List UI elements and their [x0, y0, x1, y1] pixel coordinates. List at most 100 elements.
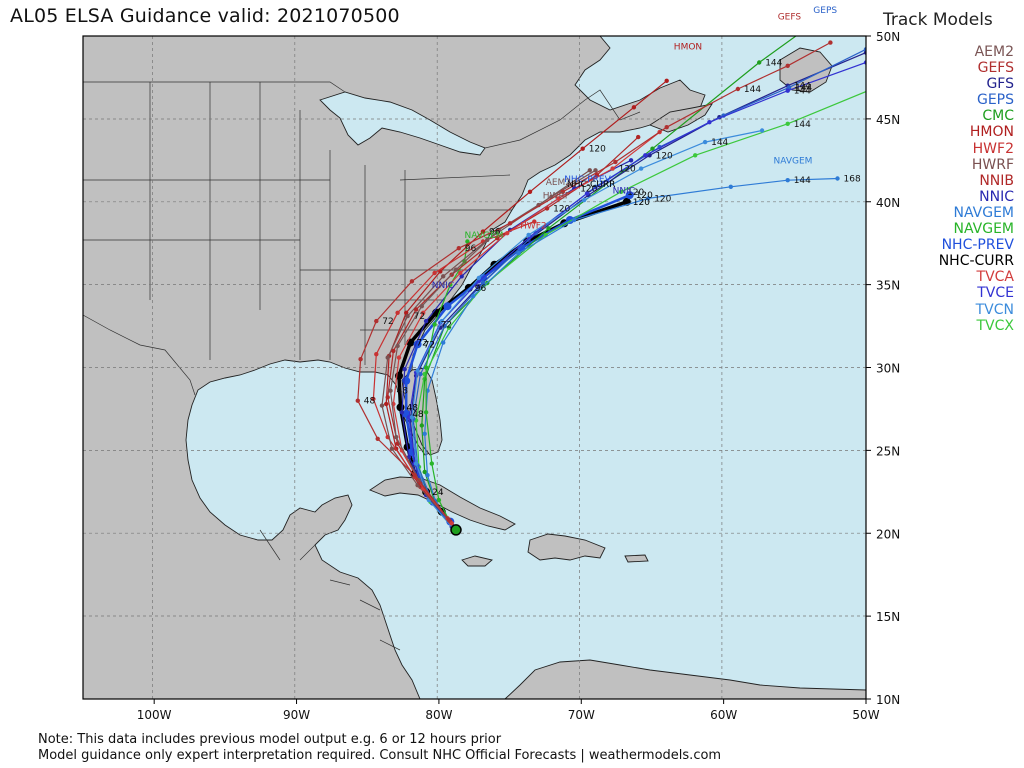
note-line-1: Note: This data includes previous model …	[38, 732, 502, 747]
track-point	[785, 178, 790, 183]
track-point	[405, 313, 410, 319]
legend-item: NHC-CURR	[938, 253, 1014, 270]
forecast-hour-label: 96	[489, 228, 501, 238]
track-point	[516, 250, 521, 256]
forecast-hour-label: 48	[364, 397, 376, 407]
forecast-hour-label: 168	[872, 59, 889, 69]
forecast-hour-label: 144	[794, 87, 811, 97]
us-canada-border	[83, 81, 641, 149]
track-point	[425, 473, 430, 478]
legend-item: NNIC	[979, 188, 1014, 205]
track-point	[527, 189, 533, 194]
track-point	[476, 275, 481, 281]
forecast-hour-label: 48	[412, 410, 424, 420]
track-point	[355, 398, 360, 403]
track-point	[480, 229, 486, 234]
forecast-hour-label: 144	[765, 59, 782, 69]
forecast-hour-label: 48	[407, 403, 419, 413]
model-name-label: NNIC	[613, 187, 635, 197]
track-point	[413, 461, 419, 466]
longitude-axis: 100W 90W 80W 70W 60W 50W	[137, 699, 880, 722]
track-aem2	[389, 169, 596, 521]
legend-item: HWRF	[971, 156, 1014, 173]
track-point	[415, 368, 420, 373]
track-point	[395, 310, 400, 315]
track-point	[587, 168, 592, 173]
model-name-label: HWRF	[543, 191, 570, 201]
model-name-label: NAVGEM	[774, 157, 813, 167]
track-point	[526, 232, 531, 238]
forecast-hour-label: 120	[589, 145, 606, 155]
legend-item: TVCN	[975, 301, 1014, 318]
track-point	[693, 153, 698, 158]
track-point	[495, 236, 500, 241]
track-point	[374, 352, 379, 357]
forecast-hour-label: 144	[744, 85, 761, 95]
legend-item: HMON	[969, 124, 1014, 141]
legend-item: NAVGEM	[953, 221, 1014, 238]
legend-item: GEFS	[977, 60, 1014, 77]
track-point	[402, 367, 407, 372]
track-point	[436, 497, 442, 503]
track-point	[613, 159, 618, 165]
track-point	[728, 184, 733, 189]
forecast-hour-label: 72	[424, 340, 435, 350]
track-point	[580, 146, 585, 151]
track-point	[507, 221, 513, 226]
great-lakes-water	[319, 91, 486, 156]
track-point	[505, 231, 510, 236]
forecast-hour-label: 120	[656, 151, 673, 161]
note-line-2: Model guidance only expert interpretatio…	[38, 748, 722, 763]
track-point	[556, 196, 561, 201]
legend-item: GFS	[986, 76, 1014, 93]
track-point	[413, 307, 419, 312]
track-point	[546, 226, 551, 231]
model-tracks	[355, 36, 866, 536]
model-name-label: NHC-PREV	[564, 175, 611, 185]
legend-item: NNIB	[979, 172, 1014, 189]
track-point	[371, 396, 376, 402]
forecast-hour-label: 120	[619, 165, 636, 175]
track-point	[707, 120, 712, 125]
track-hwrf	[381, 169, 591, 521]
track-point	[476, 284, 481, 289]
track-point	[358, 357, 363, 362]
jamaica-land	[461, 555, 493, 567]
political-borders	[83, 81, 641, 651]
track-point	[396, 403, 405, 412]
south-america-land	[504, 659, 866, 699]
track-point	[423, 410, 429, 415]
model-name-label: HMON	[674, 42, 702, 52]
forecast-hour-label: 120	[633, 198, 650, 208]
legend-item: HWF2	[972, 140, 1014, 157]
track-point	[465, 239, 470, 244]
track-point	[421, 310, 426, 315]
track-point	[628, 158, 634, 163]
puerto-rico-land	[624, 554, 649, 563]
track-point	[423, 365, 429, 370]
legend-item: CMC	[982, 108, 1014, 125]
track-point	[560, 189, 565, 194]
model-name-label: NAVGEM	[465, 231, 504, 241]
track-point	[785, 88, 790, 93]
track-point	[404, 310, 409, 315]
track-tvcn	[411, 129, 763, 529]
track-point	[835, 176, 840, 181]
forecast-hour-label: 120	[636, 191, 653, 201]
track-point	[441, 274, 446, 279]
track-point	[828, 40, 833, 45]
forecast-hour-label: 72	[441, 320, 452, 330]
track-point	[470, 294, 476, 299]
track-point	[413, 340, 422, 349]
forecast-hour-label: 144	[794, 82, 811, 92]
track-geps	[412, 48, 866, 529]
track-point	[664, 78, 669, 84]
track-point	[456, 246, 461, 251]
track-point	[459, 274, 464, 279]
track-point	[422, 469, 427, 475]
model-name-label: HWF2	[520, 221, 547, 231]
track-point	[757, 60, 762, 65]
forecast-hour-label: 144	[794, 176, 811, 186]
y-tick-label: 35N	[876, 279, 900, 293]
track-point	[441, 340, 446, 345]
